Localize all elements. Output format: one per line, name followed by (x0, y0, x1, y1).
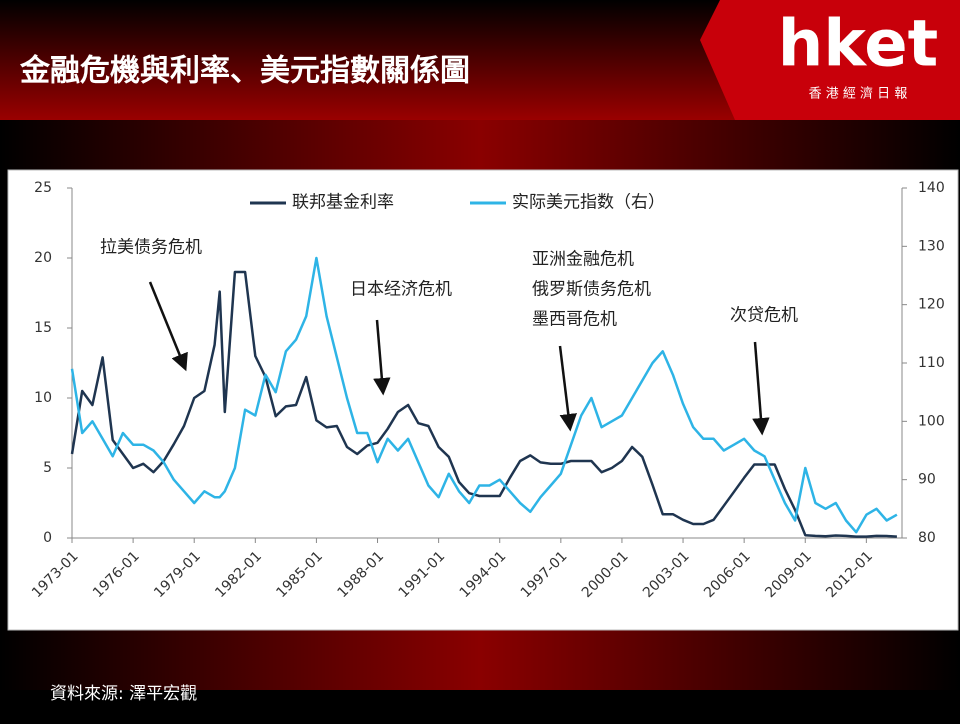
y-tick-label: 25 (34, 180, 52, 196)
y2-tick-label: 90 (918, 472, 936, 488)
arrow (373, 319, 391, 396)
y2-tick-label: 120 (918, 297, 945, 313)
source: 資料來源: 澤平宏觀 (50, 684, 197, 704)
annotation: 拉美债务危机 (100, 238, 202, 258)
logo: hket (778, 8, 938, 82)
annotation: 俄罗斯债务危机 (532, 280, 651, 300)
slide-title: 金融危機與利率、美元指數關係圖 (19, 54, 470, 89)
y-tick-label: 20 (34, 250, 52, 266)
y2-tick-label: 140 (918, 180, 945, 196)
y-tick-label: 15 (34, 320, 52, 336)
series-line (70, 256, 898, 534)
chart-area (7, 169, 959, 631)
logo-panel (700, 0, 960, 120)
y2-tick-label: 110 (918, 355, 945, 371)
y-tick-label: 10 (34, 390, 52, 406)
series-line (70, 270, 897, 538)
y2-tick-label: 80 (918, 530, 936, 546)
arrow (148, 281, 188, 372)
legend-label: 联邦基金利率 (292, 193, 394, 213)
annotation: 次贷危机 (730, 306, 798, 326)
annotation: 日本经济危机 (350, 280, 452, 300)
legend-label: 实际美元指数（右） (512, 193, 665, 213)
logo-subtitle: 香 港 經 濟 日 報 (809, 86, 908, 102)
y-tick-label: 0 (43, 530, 52, 546)
y2-tick-label: 130 (918, 238, 945, 254)
y2-tick-label: 100 (918, 413, 945, 429)
arrow (558, 345, 577, 432)
annotation: 墨西哥危机 (532, 310, 617, 330)
annotation: 亚洲金融危机 (532, 250, 634, 270)
y-tick-label: 5 (43, 460, 52, 476)
arrow (752, 341, 770, 436)
